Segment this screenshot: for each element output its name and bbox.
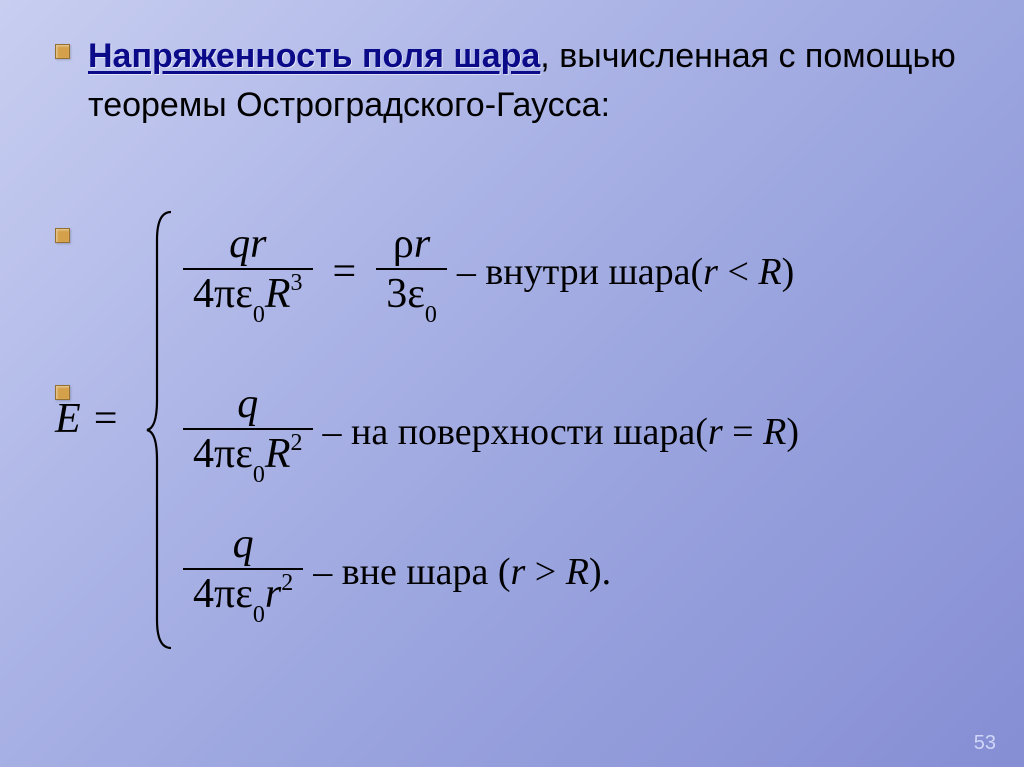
denominator: 4πε0R2 — [183, 430, 313, 485]
formula-case-outside: q 4πε0r2 – вне шара (r > R). — [183, 520, 611, 625]
slide-heading: Напряженность поля шара, вычисленная с п… — [55, 32, 969, 131]
heading-text: Напряженность поля шара, вычисленная с п… — [88, 32, 969, 131]
formula-case-surface: q 4πε0R2 – на поверхности шара(r = R) — [183, 380, 799, 485]
bullet-icon — [55, 44, 70, 59]
heading-underlined: Напряженность поля шара — [88, 37, 540, 75]
denominator: 4πε0R3 — [183, 270, 313, 325]
formula-case-inside: qr 4πε0R3 = ρr 3ε0 – внутри шара(r < R) — [183, 220, 794, 325]
equals-sign: = — [323, 248, 367, 296]
numerator: q — [227, 380, 268, 428]
numerator: q — [223, 520, 264, 568]
denominator: 4πε0r2 — [183, 570, 303, 625]
formula-lhs: E = — [55, 395, 120, 443]
fraction: qr 4πε0R3 — [183, 220, 313, 325]
denominator: 3ε0 — [376, 270, 447, 325]
numerator: qr — [219, 220, 276, 268]
numerator: ρr — [383, 220, 440, 268]
case-label: – на поверхности шара(r = R) — [323, 410, 799, 454]
formula-block: E = qr 4πε0R3 = ρr 3ε0 – внутри шара(r <… — [55, 210, 975, 670]
fraction: ρr 3ε0 — [376, 220, 447, 325]
fraction: q 4πε0R2 — [183, 380, 313, 485]
fraction: q 4πε0r2 — [183, 520, 303, 625]
page-number: 53 — [974, 732, 996, 755]
case-label: – внутри шара(r < R) — [457, 250, 794, 294]
case-label: – вне шара (r > R). — [313, 550, 611, 594]
brace-icon — [145, 210, 175, 650]
